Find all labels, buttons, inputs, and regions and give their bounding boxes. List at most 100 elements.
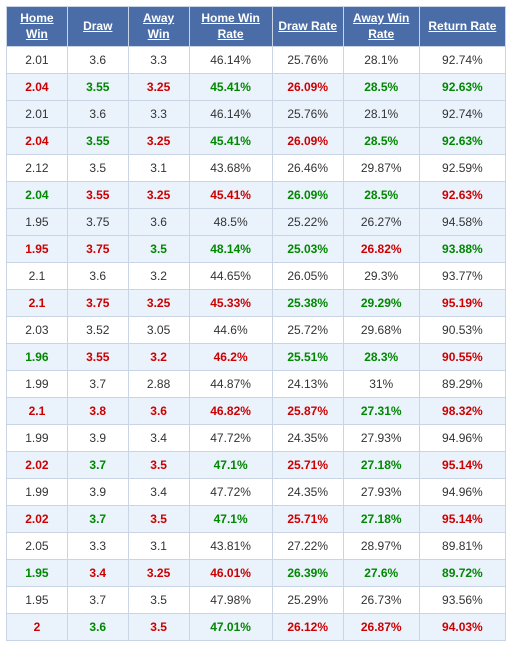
cell: 90.53% <box>419 317 505 344</box>
col-header[interactable]: Home Win Rate <box>189 7 272 47</box>
table-row: 2.013.63.346.14%25.76%28.1%92.74% <box>7 47 506 74</box>
cell: 25.22% <box>272 209 343 236</box>
table-row: 1.953.753.548.14%25.03%26.82%93.88% <box>7 236 506 263</box>
cell: 3.9 <box>67 479 128 506</box>
col-header[interactable]: Away Win <box>128 7 189 47</box>
cell: 25.71% <box>272 452 343 479</box>
cell: 28.5% <box>343 128 419 155</box>
cell: 44.6% <box>189 317 272 344</box>
cell: 93.77% <box>419 263 505 290</box>
col-header[interactable]: Away Win Rate <box>343 7 419 47</box>
table-row: 1.953.753.648.5%25.22%26.27%94.58% <box>7 209 506 236</box>
cell: 3.3 <box>128 101 189 128</box>
cell: 3.05 <box>128 317 189 344</box>
cell: 26.46% <box>272 155 343 182</box>
cell: 44.65% <box>189 263 272 290</box>
table-row: 1.953.73.547.98%25.29%26.73%93.56% <box>7 587 506 614</box>
cell: 25.03% <box>272 236 343 263</box>
cell: 25.29% <box>272 587 343 614</box>
cell: 1.99 <box>7 371 68 398</box>
cell: 1.95 <box>7 587 68 614</box>
cell: 25.72% <box>272 317 343 344</box>
cell: 47.72% <box>189 479 272 506</box>
cell: 27.6% <box>343 560 419 587</box>
cell: 26.39% <box>272 560 343 587</box>
cell: 26.09% <box>272 74 343 101</box>
cell: 95.19% <box>419 290 505 317</box>
table-row: 1.993.93.447.72%24.35%27.93%94.96% <box>7 479 506 506</box>
cell: 1.95 <box>7 560 68 587</box>
cell: 28.5% <box>343 182 419 209</box>
table-row: 2.043.553.2545.41%26.09%28.5%92.63% <box>7 74 506 101</box>
cell: 2.02 <box>7 452 68 479</box>
table-row: 2.043.553.2545.41%26.09%28.5%92.63% <box>7 182 506 209</box>
cell: 3.55 <box>67 182 128 209</box>
table-row: 1.993.72.8844.87%24.13%31%89.29% <box>7 371 506 398</box>
cell: 3.5 <box>128 452 189 479</box>
cell: 2.1 <box>7 290 68 317</box>
cell: 1.99 <box>7 425 68 452</box>
cell: 2.04 <box>7 74 68 101</box>
cell: 47.1% <box>189 452 272 479</box>
cell: 26.05% <box>272 263 343 290</box>
cell: 25.51% <box>272 344 343 371</box>
cell: 28.97% <box>343 533 419 560</box>
cell: 92.63% <box>419 128 505 155</box>
cell: 3.55 <box>67 128 128 155</box>
cell: 3.6 <box>67 101 128 128</box>
cell: 3.1 <box>128 533 189 560</box>
cell: 27.18% <box>343 452 419 479</box>
cell: 92.63% <box>419 74 505 101</box>
cell: 43.81% <box>189 533 272 560</box>
cell: 2.1 <box>7 398 68 425</box>
cell: 3.2 <box>128 344 189 371</box>
col-header[interactable]: Draw <box>67 7 128 47</box>
cell: 28.3% <box>343 344 419 371</box>
cell: 25.38% <box>272 290 343 317</box>
cell: 3.5 <box>67 155 128 182</box>
table-row: 23.63.547.01%26.12%26.87%94.03% <box>7 614 506 641</box>
cell: 3.3 <box>67 533 128 560</box>
cell: 26.82% <box>343 236 419 263</box>
cell: 3.25 <box>128 560 189 587</box>
cell: 26.12% <box>272 614 343 641</box>
cell: 47.98% <box>189 587 272 614</box>
cell: 3.25 <box>128 290 189 317</box>
table-row: 2.13.753.2545.33%25.38%29.29%95.19% <box>7 290 506 317</box>
cell: 47.01% <box>189 614 272 641</box>
cell: 3.25 <box>128 182 189 209</box>
cell: 47.72% <box>189 425 272 452</box>
table-row: 2.043.553.2545.41%26.09%28.5%92.63% <box>7 128 506 155</box>
cell: 28.1% <box>343 47 419 74</box>
table-row: 2.13.83.646.82%25.87%27.31%98.32% <box>7 398 506 425</box>
table-row: 2.123.53.143.68%26.46%29.87%92.59% <box>7 155 506 182</box>
cell: 3.6 <box>67 614 128 641</box>
col-header[interactable]: Return Rate <box>419 7 505 47</box>
cell: 26.27% <box>343 209 419 236</box>
cell: 27.93% <box>343 425 419 452</box>
cell: 3.5 <box>128 614 189 641</box>
cell: 2.05 <box>7 533 68 560</box>
cell: 89.29% <box>419 371 505 398</box>
col-header[interactable]: Draw Rate <box>272 7 343 47</box>
cell: 3.9 <box>67 425 128 452</box>
cell: 45.33% <box>189 290 272 317</box>
cell: 28.1% <box>343 101 419 128</box>
cell: 3.6 <box>67 47 128 74</box>
cell: 98.32% <box>419 398 505 425</box>
table-row: 2.13.63.244.65%26.05%29.3%93.77% <box>7 263 506 290</box>
cell: 94.96% <box>419 479 505 506</box>
cell: 89.72% <box>419 560 505 587</box>
cell: 90.55% <box>419 344 505 371</box>
cell: 48.5% <box>189 209 272 236</box>
col-header[interactable]: Home Win <box>7 7 68 47</box>
cell: 94.96% <box>419 425 505 452</box>
cell: 45.41% <box>189 128 272 155</box>
cell: 46.14% <box>189 47 272 74</box>
cell: 92.74% <box>419 101 505 128</box>
cell: 89.81% <box>419 533 505 560</box>
cell: 3.4 <box>128 479 189 506</box>
cell: 3.25 <box>128 74 189 101</box>
cell: 2.03 <box>7 317 68 344</box>
cell: 46.01% <box>189 560 272 587</box>
